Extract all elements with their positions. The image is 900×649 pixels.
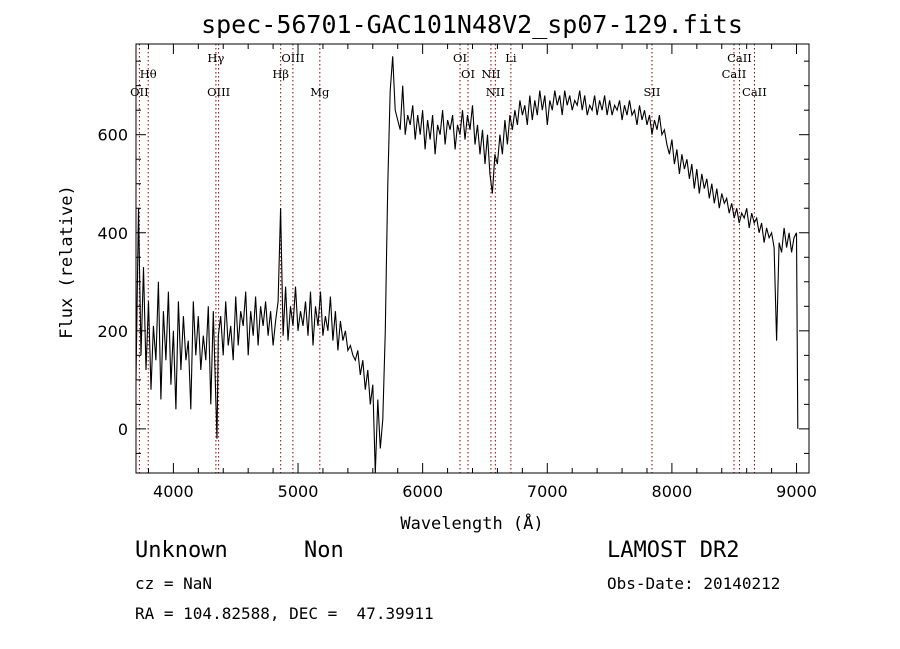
line-marker-label: OI: [453, 51, 467, 65]
x-tick-label: 5000: [278, 482, 319, 501]
y-tick-label: 400: [97, 224, 128, 243]
line-marker-label: Hθ: [140, 67, 157, 81]
line-marker-label: CaII: [722, 67, 747, 81]
object-class: Unknown: [135, 538, 228, 563]
line-marker-label: Hβ: [272, 67, 289, 81]
x-axis-label: Wavelength (Å): [400, 512, 543, 534]
survey-name: LAMOST DR2: [607, 538, 740, 563]
y-tick-label: 600: [97, 126, 128, 145]
axis-ticks: 4000 5000 6000 7000 8000 9000 0 200 400 600: [97, 44, 817, 501]
chart-title: spec-56701-GAC101N48V2_sp07-129.fits: [201, 10, 743, 39]
redshift-cz: cz = NaN: [135, 574, 213, 593]
line-marker-label: NII: [481, 67, 500, 81]
line-marker-label: OI: [461, 67, 475, 81]
line-marker-label: NII: [486, 85, 505, 99]
y-axis-label: Flux (relative): [57, 185, 77, 339]
line-marker-label: OIII: [207, 85, 230, 99]
line-marker-label: Li: [505, 51, 517, 65]
x-tick-label: 8000: [652, 482, 693, 501]
object-subclass: Non: [304, 538, 344, 563]
line-marker-label: Hγ: [207, 51, 224, 65]
line-marker-label: CaII: [742, 85, 767, 99]
x-tick-label: 9000: [776, 482, 817, 501]
y-tick-label: 0: [118, 420, 128, 439]
y-tick-label: 200: [97, 322, 128, 341]
line-marker-label: Mg: [310, 85, 330, 99]
line-marker-label: SII: [643, 85, 660, 99]
x-tick-label: 6000: [402, 482, 443, 501]
spectrum-series-line: [135, 56, 799, 474]
line-marker-label: OIII: [281, 51, 304, 65]
observation-date: Obs-Date: 20140212: [607, 574, 781, 593]
spectral-line-markers: OII Hθ Hγ OIII Hβ OIII Mg OI OI NII NII Li SII CaII Ca…: [130, 44, 767, 473]
coordinates: RA = 104.82588, DEC = 47.39911: [135, 604, 434, 623]
x-tick-label: 7000: [527, 482, 568, 501]
line-marker-label: CaII: [727, 51, 752, 65]
line-marker-label: OII: [130, 85, 149, 99]
x-tick-label: 4000: [153, 482, 194, 501]
